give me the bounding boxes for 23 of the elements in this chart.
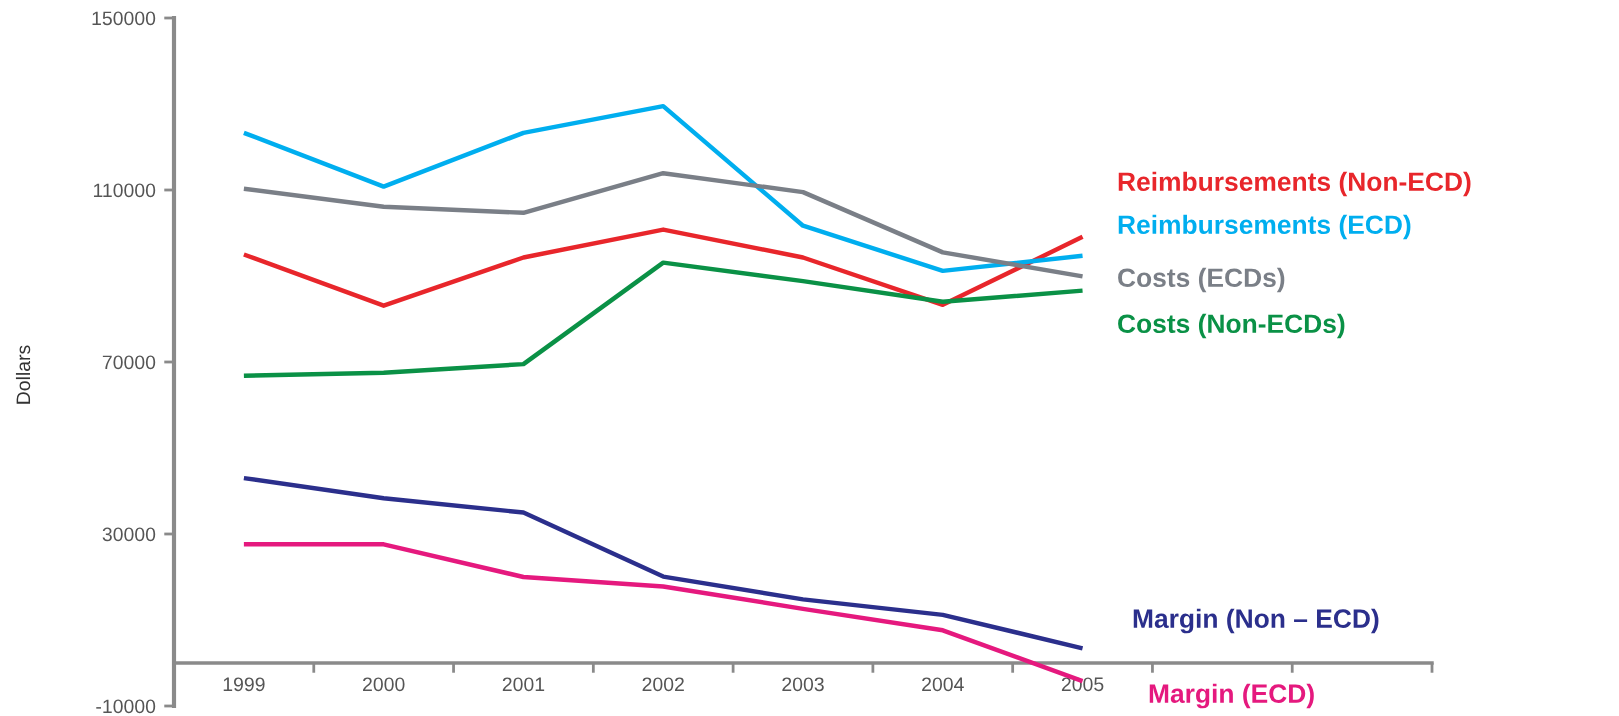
x-tick-label: 2004 [922,677,964,692]
x-tick-label: 2003 [782,677,824,692]
line-series [241,171,1085,279]
line-series [241,475,1085,651]
series-label: Reimbursements (ECD) [1118,214,1411,240]
x-tick-label: 2001 [502,677,545,692]
text: Margin (Non – ECD) [1133,608,1379,634]
y-tick-label: 70000 [102,355,156,370]
line-series [241,103,1085,274]
y-axis-title: Dollars [15,345,31,404]
text: Reimbursements (Non-ECD) [1118,171,1471,197]
y-tick-label: 30000 [102,527,156,542]
y-tick-label: 150000 [92,11,156,26]
x-tick-label: 1999 [223,677,265,692]
text: Margin (ECD) [1149,683,1314,709]
series-label: Costs (Non-ECDs) [1118,313,1345,339]
series-label: Costs (ECDs) [1118,267,1285,293]
x-tick-label: 2000 [363,677,405,692]
y-tick-label: 110000 [93,183,156,198]
line-series [241,260,1085,378]
line-series [241,227,1085,308]
y-tick-label: -10000 [96,699,156,714]
x-tick-label: 2002 [642,677,684,692]
